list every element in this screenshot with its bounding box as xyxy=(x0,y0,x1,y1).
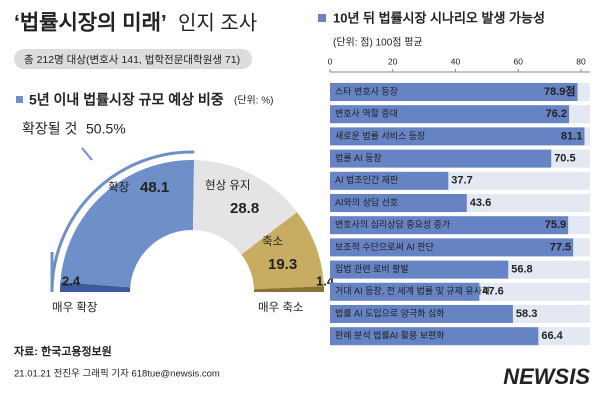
bar xyxy=(330,171,449,190)
annotation-value: 50.5% xyxy=(86,121,126,137)
donut-segment xyxy=(60,160,195,288)
value-label: 66.4 xyxy=(541,330,563,342)
subtitle: 총 212명 대상(변호사 141, 법학전문대학원생 71) xyxy=(24,54,240,66)
category-label: 거대 AI 등장, 전 세계 법률 및 규제 유사화 xyxy=(335,285,490,296)
category-label: AI와의 상담 선호 xyxy=(335,196,398,207)
bar xyxy=(330,282,480,301)
value-label: 37.7 xyxy=(451,175,472,187)
category-label: 보조적 수단으로써 AI 판단 xyxy=(335,241,434,252)
category-label: 판례 분석 법률AI 활용 보편화 xyxy=(335,330,445,341)
bar xyxy=(330,194,467,212)
value-label: 75.9 xyxy=(545,219,566,231)
watermark: NEWSIS xyxy=(503,364,590,389)
bar xyxy=(330,238,574,257)
title-bold: ‘법률시장의 미래’ xyxy=(14,12,167,35)
value-label: 78.9점 xyxy=(544,84,576,98)
x-tick-label: 0 xyxy=(328,56,333,66)
category-label: 법률 AI 도입으로 양극화 심화 xyxy=(335,307,445,318)
segment-name: 현상 유지 xyxy=(205,179,251,192)
bar xyxy=(330,305,513,323)
credit: 21.01.21 전진우 그래픽 기자 618tue@newsis.com xyxy=(14,369,220,380)
value-label: 76.2 xyxy=(546,108,567,120)
category-label: 법률 AI 등장 xyxy=(335,153,382,163)
value-label: 58.3 xyxy=(516,308,537,320)
donut-segment xyxy=(253,286,324,292)
category-label: 스타 변호사 등장 xyxy=(335,86,398,96)
category-label: 변호사의 심리상담 중요성 증가 xyxy=(335,219,450,230)
segment-value: 48.1 xyxy=(140,179,169,196)
category-label: 변호사 역할 증대 xyxy=(335,109,398,119)
marker xyxy=(16,96,23,103)
segment-value: 28.8 xyxy=(230,200,259,217)
left-title: 5년 이내 법률시장 규모 예상 비중 xyxy=(29,92,224,108)
x-tick-label: 80 xyxy=(576,56,586,66)
right-title: 10년 뒤 법률시장 시나리오 발생 가능성 xyxy=(333,10,545,25)
segment-name: 매우 축소 xyxy=(258,301,304,314)
bar xyxy=(330,127,585,146)
bar xyxy=(330,83,578,101)
value-label: 56.8 xyxy=(511,264,532,276)
title-rest: 인지 조사 xyxy=(178,11,257,34)
category-label: 입법 관련 로비 활발 xyxy=(335,263,409,274)
value-label: 43.6 xyxy=(470,197,491,209)
value-label: 81.1 xyxy=(561,130,582,142)
category-label: AI 법조인간 재판 xyxy=(335,175,398,185)
segment-name: 매우 확장 xyxy=(52,301,98,314)
marker xyxy=(318,14,326,22)
x-tick-label: 60 xyxy=(514,56,524,66)
bar xyxy=(330,260,509,279)
value-label: 70.5 xyxy=(554,153,575,165)
value-label: 77.5 xyxy=(550,241,571,253)
donut-segment xyxy=(192,160,298,255)
category-label: 새로운 법률 서비스 등장 xyxy=(335,131,425,141)
donut-segment xyxy=(241,212,324,290)
source: 자료: 한국고용정보원 xyxy=(14,344,112,358)
segment-name: 축소 xyxy=(262,235,283,248)
segment-name: 확장 xyxy=(108,181,130,194)
x-tick-label: 40 xyxy=(451,56,461,66)
x-tick-label: 20 xyxy=(388,56,398,66)
left-unit: (단위: %) xyxy=(234,94,274,107)
donut-segment xyxy=(60,282,131,292)
bar xyxy=(330,149,552,168)
bar xyxy=(330,327,539,346)
annotation-leader xyxy=(81,147,93,161)
subtitle-pill xyxy=(14,49,252,69)
bar xyxy=(330,216,569,235)
segment-value: 19.3 xyxy=(268,256,297,273)
value-label: 47.6 xyxy=(482,286,503,298)
right-unit: (단위: 점) 100점 평균 xyxy=(333,36,423,49)
bar xyxy=(330,105,570,124)
annotation-text: 확장될 것 xyxy=(22,121,77,137)
annotation-arc xyxy=(50,150,195,293)
segment-value: 2.4 xyxy=(62,273,81,288)
